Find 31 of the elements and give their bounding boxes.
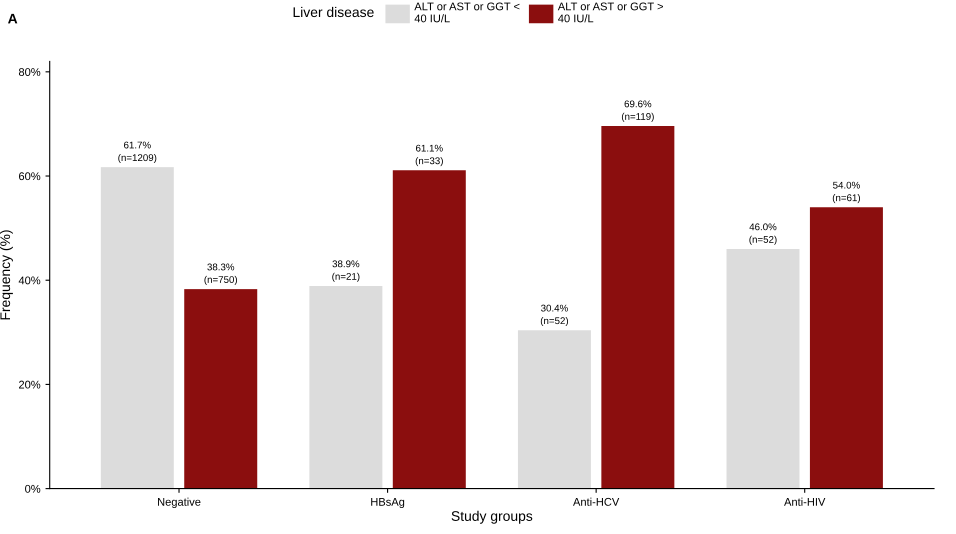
bar — [601, 126, 674, 489]
bar — [726, 248, 800, 489]
legend-title: Liver disease — [294, 6, 374, 18]
x-tick-label: Anti-HIV — [784, 498, 826, 506]
data-label: 38.9% (n=21) — [332, 260, 360, 282]
y-tick-label: 20% — [19, 380, 40, 389]
data-label: 61.1% (n=33) — [416, 144, 443, 166]
bar — [184, 289, 258, 489]
bar — [518, 330, 591, 489]
data-label: 46.0% (n=52) — [749, 223, 777, 245]
data-label: 38.3% (n=750) — [204, 264, 238, 285]
y-tick-label: 60% — [19, 172, 40, 180]
y-tick-label: 0% — [25, 484, 40, 493]
bar — [392, 170, 466, 489]
data-label: 30.4% (n=52) — [540, 304, 568, 326]
legend-label: ALT or AST or GGT < 40 IU/L — [414, 2, 520, 22]
data-label: 69.6% (n=119) — [622, 100, 654, 122]
bar — [309, 286, 382, 489]
data-label: 54.0% (n=61) — [832, 182, 860, 204]
x-tick-label: Anti-HCV — [573, 498, 620, 506]
y-tick-label: 40% — [18, 276, 40, 284]
legend-label: ALT or AST or GGT > 40 IU/L — [558, 2, 663, 22]
data-label: 61.7% (n=1209) — [118, 142, 156, 163]
bar — [810, 207, 883, 489]
y-axis-title: Frequency (%) — [0, 230, 13, 320]
x-tick-label: HBsAg — [371, 498, 404, 508]
bar — [100, 167, 174, 489]
text: A — [8, 14, 18, 24]
x-axis-title: Study groups — [452, 510, 532, 524]
x-tick-label: Negative — [158, 498, 200, 508]
y-tick-label: 80% — [18, 68, 40, 76]
